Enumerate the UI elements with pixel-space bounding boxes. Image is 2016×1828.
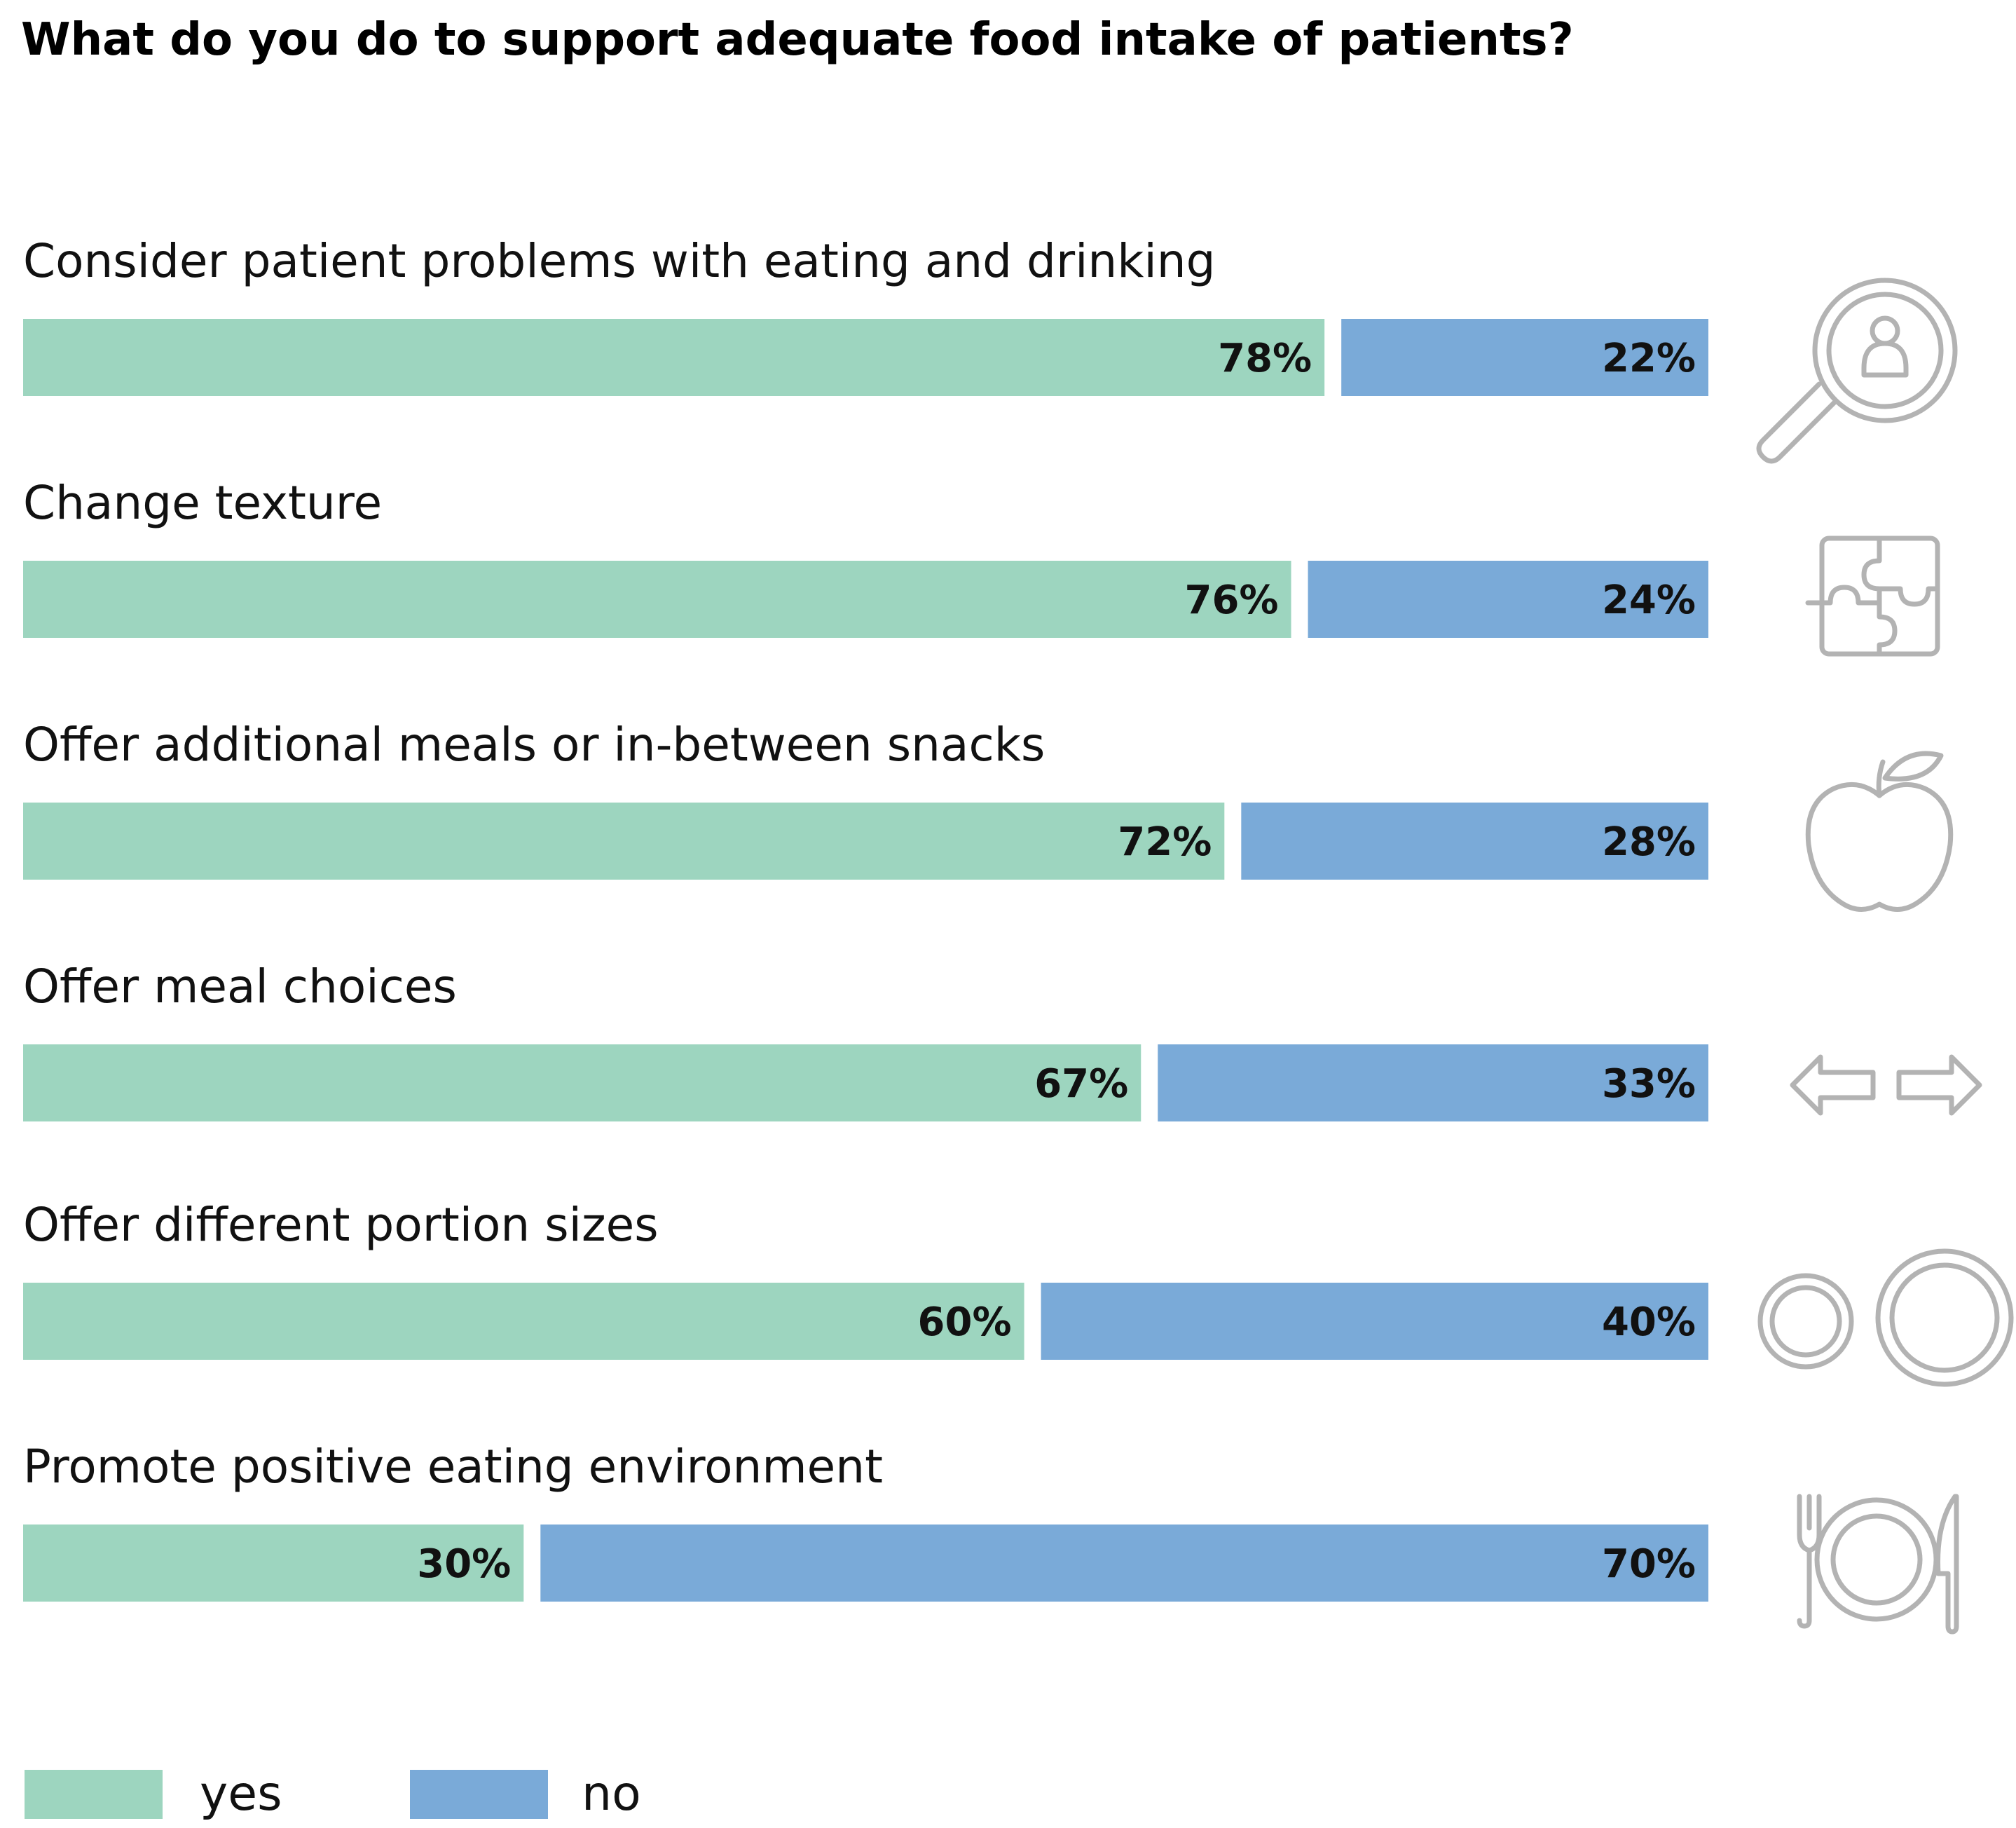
chart-title: What do you do to support adequate food … bbox=[21, 14, 1574, 66]
row-icons bbox=[1756, 278, 2014, 1635]
legend-label-yes: yes bbox=[200, 1766, 282, 1822]
bar-no bbox=[540, 1525, 1708, 1602]
puzzle-icon bbox=[1805, 536, 1940, 657]
bar-row: Offer additional meals or in-between sna… bbox=[23, 718, 1708, 880]
bar-yes bbox=[23, 1283, 1024, 1360]
bar-no bbox=[1308, 561, 1708, 638]
value-label-yes: 76% bbox=[1185, 578, 1279, 623]
bar-row: Offer meal choices 67% 33% bbox=[23, 960, 1708, 1121]
bar-yes bbox=[23, 1525, 524, 1602]
value-label-no: 33% bbox=[1602, 1061, 1696, 1107]
category-label: Consider patient problems with eating an… bbox=[23, 234, 1216, 288]
magnifier-person-icon bbox=[1756, 278, 1958, 464]
apple-icon bbox=[1805, 751, 1954, 912]
two-plates-icon bbox=[1757, 1248, 2014, 1387]
category-label: Offer different portion sizes bbox=[23, 1198, 659, 1252]
bar-rows: Consider patient problems with eating an… bbox=[23, 234, 1708, 1602]
category-label: Change texture bbox=[23, 476, 382, 530]
value-label-no: 28% bbox=[1602, 819, 1696, 865]
bar-row: Offer different portion sizes 60% 40% bbox=[23, 1198, 1708, 1360]
value-label-no: 40% bbox=[1602, 1300, 1696, 1345]
bar-yes bbox=[23, 803, 1225, 880]
bar-yes bbox=[23, 561, 1291, 638]
value-label-yes: 67% bbox=[1034, 1061, 1128, 1107]
value-label-yes: 60% bbox=[918, 1300, 1012, 1345]
value-label-yes: 30% bbox=[417, 1541, 511, 1587]
category-label: Promote positive eating environment bbox=[23, 1440, 883, 1494]
legend-swatch-yes bbox=[25, 1770, 163, 1819]
bar-row: Consider patient problems with eating an… bbox=[23, 234, 1708, 396]
value-label-yes: 72% bbox=[1118, 819, 1212, 865]
value-label-yes: 78% bbox=[1218, 336, 1312, 381]
bar-no bbox=[1241, 803, 1708, 880]
bar-row: Promote positive eating environment 30% 70… bbox=[23, 1440, 1708, 1602]
category-label: Offer meal choices bbox=[23, 960, 457, 1014]
value-label-no: 22% bbox=[1602, 336, 1696, 381]
legend-swatch-no bbox=[410, 1770, 548, 1819]
legend: yes no bbox=[25, 1766, 641, 1822]
bar-no bbox=[1041, 1283, 1708, 1360]
bar-yes bbox=[23, 1044, 1141, 1121]
plate-cutlery-icon bbox=[1797, 1494, 1959, 1635]
bar-row: Change texture 76% 24% bbox=[23, 476, 1708, 638]
legend-label-no: no bbox=[582, 1766, 641, 1822]
bar-yes bbox=[23, 319, 1325, 396]
value-label-no: 24% bbox=[1602, 578, 1696, 623]
left-right-arrows-icon bbox=[1790, 1054, 1982, 1116]
value-label-no: 70% bbox=[1602, 1541, 1696, 1587]
bar-no bbox=[1341, 319, 1708, 396]
category-label: Offer additional meals or in-between sna… bbox=[23, 718, 1045, 772]
bar-no bbox=[1158, 1044, 1708, 1121]
